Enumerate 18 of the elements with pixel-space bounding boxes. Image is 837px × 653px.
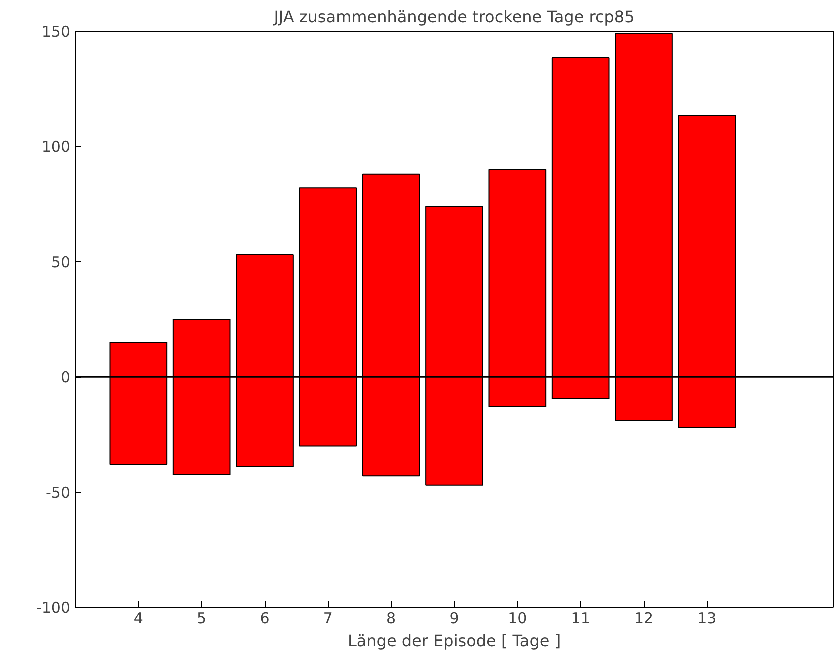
x-tick-label: 8 [386, 610, 396, 628]
y-tick-label: 150 [42, 23, 71, 41]
y-tick-label: 100 [42, 138, 71, 156]
x-tick-label: 11 [571, 610, 590, 628]
x-tick-label: 5 [197, 610, 207, 628]
x-tick-label: 10 [508, 610, 528, 628]
x-tick-label: 12 [634, 610, 654, 628]
x-tick-label: 7 [323, 610, 333, 628]
y-tick-label: 0 [60, 368, 71, 387]
x-axis-title: Länge der Episode [ Tage ] [348, 632, 562, 650]
x-tick-label: 4 [134, 610, 144, 628]
x-tick-label: 13 [698, 610, 717, 628]
y-tick-label: -100 [36, 599, 71, 617]
x-tick-label: 9 [450, 610, 460, 628]
x-tick-label: 6 [260, 610, 270, 628]
y-tick-label: -50 [46, 484, 70, 502]
y-tick-label: 50 [51, 253, 71, 272]
chart-title: JJA zusammenhängende trockene Tage rcp85 [273, 8, 635, 26]
